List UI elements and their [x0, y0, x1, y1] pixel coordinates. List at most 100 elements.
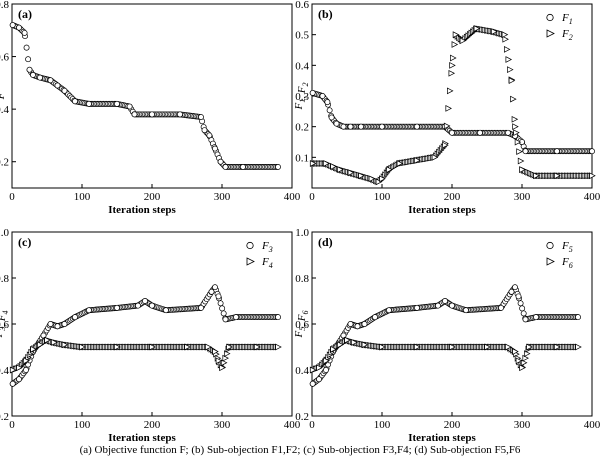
y-tick-label: 1.0 — [0, 227, 10, 239]
data-point-circle — [163, 307, 169, 314]
data-point-triangle — [524, 350, 531, 357]
data-point-circle — [386, 307, 392, 314]
y-tick-label: 0.4 — [295, 365, 309, 377]
x-tick-label: 0 — [9, 419, 15, 431]
data-point-circle — [54, 323, 61, 330]
x-tick-label: 400 — [584, 191, 600, 203]
data-point-triangle — [316, 364, 323, 372]
data-point-circle — [206, 132, 213, 139]
data-point-circle — [47, 77, 54, 84]
data-point-circle — [54, 82, 61, 89]
data-point-triangle — [379, 175, 386, 183]
data-point-circle — [61, 321, 68, 327]
x-tick-label: 100 — [74, 191, 91, 203]
data-point-circle — [519, 305, 526, 312]
data-point-triangle — [510, 95, 517, 103]
data-point-circle — [517, 300, 524, 307]
y-tick-label: 0.2 — [295, 411, 309, 423]
data-point-triangle — [61, 341, 69, 349]
data-point-triangle — [51, 339, 58, 346]
data-point-circle — [449, 129, 455, 136]
y-tick-label: 0.6 — [0, 319, 10, 331]
data-point-circle — [23, 44, 30, 51]
panel-label: (c) — [18, 235, 31, 249]
data-point-triangle — [526, 343, 533, 351]
data-point-circle — [149, 111, 155, 118]
x-tick-label: 400 — [284, 419, 301, 431]
data-point-circle — [512, 284, 518, 291]
data-point-triangle — [517, 157, 525, 165]
data-point-circle — [522, 316, 529, 323]
data-point-circle — [554, 148, 560, 155]
data-point-circle — [233, 314, 239, 321]
series-f5 — [309, 284, 581, 387]
data-point-triangle — [184, 343, 191, 351]
y-tick-label: 0.1 — [295, 152, 309, 164]
data-point-triangle — [351, 339, 358, 346]
data-point-triangle — [512, 123, 519, 131]
data-point-triangle — [522, 354, 529, 362]
data-point-circle — [220, 310, 227, 317]
y-tick-label: 0.2 — [295, 122, 309, 134]
data-point-triangle — [414, 343, 421, 351]
data-point-triangle — [513, 129, 520, 137]
data-point-circle — [515, 293, 522, 300]
y-axis-label: F — [0, 92, 7, 100]
legend-marker-circle — [546, 241, 554, 250]
data-point-triangle — [589, 172, 596, 180]
data-point-circle — [361, 321, 368, 327]
y-tick-label: 0.8 — [0, 273, 10, 285]
data-point-circle — [86, 100, 92, 107]
x-tick-label: 400 — [584, 419, 600, 431]
data-point-triangle — [368, 175, 376, 183]
legend-marker-triangle — [546, 257, 555, 266]
data-point-triangle — [215, 357, 223, 365]
data-point-circle — [86, 307, 92, 314]
data-point-circle — [333, 120, 340, 127]
data-point-circle — [149, 302, 155, 309]
data-point-triangle — [505, 56, 513, 63]
data-point-circle — [316, 376, 322, 383]
data-point-circle — [212, 145, 218, 152]
data-point-circle — [319, 93, 326, 99]
data-point-triangle — [323, 160, 330, 167]
data-point-triangle — [448, 69, 456, 77]
data-point-triangle — [16, 364, 23, 372]
data-point-triangle — [519, 364, 526, 372]
x-tick-label: 0 — [309, 191, 315, 203]
data-point-circle — [589, 148, 595, 155]
data-point-triangle — [533, 172, 540, 180]
x-tick-label: 100 — [374, 419, 391, 431]
data-point-circle — [414, 304, 420, 311]
data-point-triangle — [361, 341, 369, 349]
data-point-triangle — [505, 343, 512, 351]
data-point-circle — [114, 100, 120, 107]
y-tick-label: 0.6 — [0, 52, 10, 64]
data-point-circle — [135, 302, 141, 309]
data-point-circle — [340, 332, 347, 339]
y-tick-label: 0.8 — [0, 0, 10, 11]
data-point-triangle — [484, 343, 491, 351]
data-point-triangle — [414, 157, 421, 164]
series-1 — [9, 22, 281, 170]
data-point-circle — [347, 123, 354, 130]
data-point-triangle — [337, 166, 344, 173]
data-point-circle — [114, 304, 120, 311]
data-point-triangle — [519, 166, 526, 173]
data-point-circle — [508, 288, 515, 295]
data-point-circle — [212, 284, 218, 291]
data-point-circle — [198, 114, 204, 120]
data-point-circle — [463, 307, 469, 314]
y-tick-label: 0.4 — [0, 365, 10, 377]
y-axis-label: F1, F2 — [293, 83, 310, 111]
data-point-circle — [16, 24, 22, 31]
data-point-circle — [275, 314, 281, 321]
data-point-circle — [323, 367, 329, 373]
data-point-triangle — [219, 364, 226, 372]
data-point-circle — [449, 302, 455, 309]
y-tick-label: 0.4 — [295, 60, 309, 72]
y-tick-label: 0.2 — [0, 157, 9, 169]
data-point-triangle — [503, 46, 511, 53]
data-point-circle — [201, 127, 208, 134]
data-point-circle — [522, 148, 529, 155]
